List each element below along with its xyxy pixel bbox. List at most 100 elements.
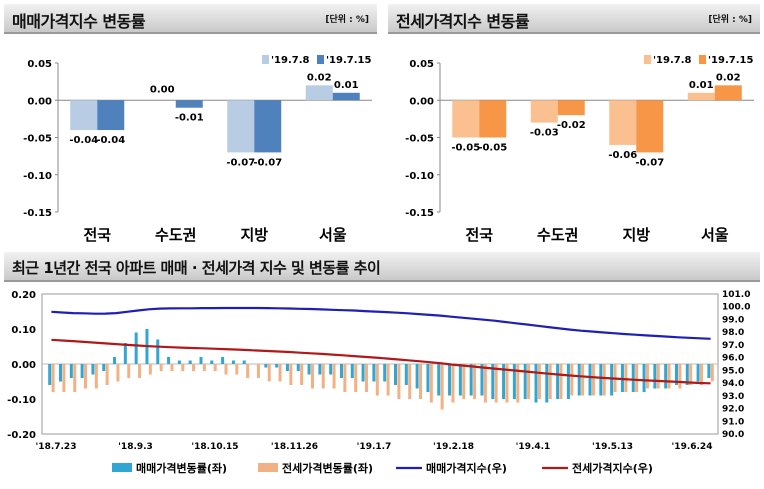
trend-x-tick-label: '19.6.24 (672, 442, 713, 452)
trend-sale-rate-bar (275, 364, 279, 368)
trend-legend-label: 전세가격지수(우) (572, 461, 653, 475)
jeonse-category-label: 지방 (622, 226, 650, 244)
trend-sale-rate-bar (610, 364, 614, 396)
trend-sale-rate-bar (296, 364, 300, 371)
trend-jeonse-rate-bar (84, 364, 88, 389)
trend-sale-rate-bar (653, 364, 657, 389)
trend-y-left-tick-label: -0.10 (7, 395, 36, 406)
trend-jeonse-rate-bar (527, 364, 531, 399)
trend-sale-rate-bar (210, 360, 214, 364)
jeonse-bar (452, 100, 480, 138)
trend-jeonse-rate-bar (127, 364, 131, 378)
trend-jeonse-rate-bar (689, 364, 693, 385)
jeonse-bar (609, 100, 637, 145)
trend-jeonse-rate-bar (51, 364, 55, 392)
jeonse-legend-swatch (644, 55, 651, 64)
trend-y-right-tick-label: 93.0 (722, 392, 744, 402)
trend-jeonse-rate-bar (397, 364, 401, 399)
trend-sale-rate-bar (502, 364, 506, 399)
trend-sale-rate-bar (685, 364, 689, 385)
trend-y-left-tick-label: 0.20 (11, 290, 36, 301)
sale-y-tick-label: 0.00 (27, 96, 52, 107)
jeonse-category-label: 수도권 (537, 226, 578, 244)
jeonse-data-label: -0.02 (557, 120, 586, 131)
sale-data-label: -0.04 (96, 135, 125, 146)
trend-x-tick-label: '18.11.26 (271, 442, 318, 452)
trend-jeonse-rate-bar (300, 364, 304, 385)
trend-sale-rate-bar (707, 364, 711, 378)
trend-sale-rate-bar (167, 357, 171, 364)
trend-sale-rate-bar (80, 364, 84, 378)
trend-jeonse-rate-bar (386, 364, 390, 396)
trend-sale-rate-bar (59, 364, 63, 382)
trend-sale-rate-bar (415, 364, 419, 389)
trend-y-left-tick-label: 0.00 (11, 360, 36, 371)
trend-sale-rate-bar (512, 364, 516, 399)
trend-jeonse-rate-bar (494, 364, 498, 403)
trend-x-tick-label: '18.10.15 (191, 442, 238, 452)
trend-legend-label: 매매가격지수(우) (426, 461, 507, 475)
trend-sale-rate-bar (458, 364, 462, 396)
trend-y-right-tick-label: 92.0 (722, 405, 744, 415)
jeonse-bar (636, 100, 664, 153)
jeonse-data-label: -0.05 (478, 143, 507, 154)
trend-y-right-tick-label: 100.0 (722, 303, 750, 313)
trend-jeonse-rate-bar (73, 364, 77, 392)
trend-sale-rate-bar (339, 364, 343, 378)
trend-jeonse-rate-bar (429, 364, 433, 403)
trend-y-right-tick-label: 96.0 (722, 354, 744, 364)
sale-category-label: 서울 (319, 226, 347, 244)
trend-sale-rate-bar (231, 360, 235, 364)
trend-panel-title: 최근 1년간 전국 아파트 매매 · 전세가격 지수 및 변동률 추이 (12, 259, 381, 277)
trend-jeonse-index-line (51, 338, 711, 385)
trend-jeonse-rate-bar (116, 364, 120, 382)
jeonse-legend-swatch (699, 55, 706, 64)
trend-jeonse-rate-bar (516, 364, 520, 403)
trend-jeonse-rate-bar (462, 364, 466, 399)
trend-jeonse-rate-bar (343, 364, 347, 392)
jeonse-bar (530, 100, 558, 123)
sale-data-label: -0.04 (69, 135, 98, 146)
trend-sale-rate-bar (156, 339, 160, 364)
trend-jeonse-rate-bar (678, 364, 682, 389)
trend-jeonse-rate-bar (375, 364, 379, 396)
trend-sale-rate-bar (696, 364, 700, 382)
jeonse-panel-unit: [단위 : %] (708, 15, 752, 25)
trend-y-right-tick-label: 101.0 (722, 290, 750, 300)
trend-jeonse-rate-bar (256, 364, 260, 378)
jeonse-data-label: -0.05 (451, 143, 480, 154)
sale-legend-label: '19.7.8 (271, 55, 310, 66)
jeonse-y-tick-label: -0.10 (405, 171, 434, 182)
trend-sale-rate-bar (123, 343, 127, 364)
trend-jeonse-rate-bar (602, 364, 606, 396)
trend-jeonse-rate-bar (581, 364, 585, 396)
trend-sale-rate-bar (664, 364, 668, 389)
jeonse-data-label: 0.01 (689, 80, 714, 91)
trend-jeonse-rate-bar (159, 364, 163, 371)
trend-sale-rate-bar (394, 364, 398, 385)
trend-sale-rate-bar (523, 364, 527, 399)
sale-data-label: -0.07 (226, 157, 255, 168)
trend-y-left-tick-label: 0.10 (11, 325, 36, 336)
trend-sale-rate-bar (534, 364, 538, 403)
sale-data-label: 0.01 (334, 80, 359, 91)
trend-x-tick-label: '19.5.13 (592, 442, 633, 452)
jeonse-category-label: 서울 (701, 226, 729, 244)
trend-legend-label: 매매가격변동률(좌) (136, 461, 227, 475)
sale-panel-title: 매매가격지수 변동률 (12, 12, 146, 31)
trend-sale-rate-bar (134, 332, 138, 364)
trend-x-tick-label: '18.7.23 (36, 442, 77, 452)
trend-sale-rate-bar (469, 364, 473, 396)
sale-y-tick-label: -0.10 (23, 171, 52, 182)
trend-sale-rate-bar (599, 364, 603, 396)
sale-bar (332, 92, 360, 101)
trend-y-right-tick-label: 97.0 (722, 341, 744, 351)
sale-panel-header: 매매가격지수 변동률 [단위 : %] (4, 4, 377, 34)
trend-jeonse-rate-bar (635, 364, 639, 392)
sale-bar (227, 100, 255, 153)
trend-jeonse-rate-bar (321, 364, 325, 389)
jeonse-data-label: 0.02 (716, 72, 741, 83)
trend-jeonse-rate-bar (624, 364, 628, 392)
trend-sale-rate-bar (91, 364, 95, 375)
jeonse-data-label: -0.03 (530, 128, 559, 139)
